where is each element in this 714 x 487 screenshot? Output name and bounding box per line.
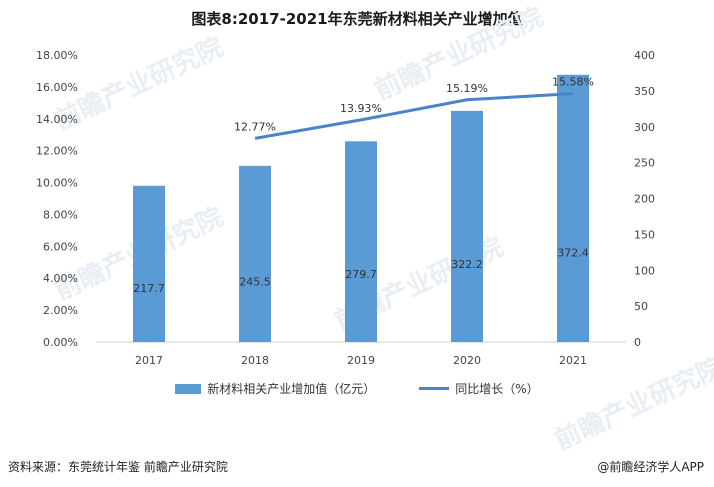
growth-line — [254, 92, 574, 140]
bar-value-label: 372.4 — [557, 246, 589, 259]
bar — [345, 141, 377, 342]
legend: 新材料相关产业增加值（亿元） 同比增长（%） — [0, 380, 714, 397]
watermark-4: 前瞻产业研究院 — [550, 351, 714, 456]
legend-line-label: 同比增长（%） — [455, 382, 539, 396]
right-tick-label: 100 — [634, 264, 655, 277]
right-tick-label: 350 — [634, 85, 655, 98]
bar — [133, 185, 165, 342]
bar — [239, 165, 271, 342]
bar-value-label: 245.5 — [239, 276, 271, 289]
left-tick-label: 0.00% — [43, 336, 78, 349]
right-tick-label: 150 — [634, 228, 655, 241]
left-tick-label: 4.00% — [43, 272, 78, 285]
left-tick-label: 16.00% — [36, 81, 78, 94]
legend-bar-label: 新材料相关产业增加值（亿元） — [207, 382, 376, 396]
x-tick-label: 2021 — [559, 354, 587, 367]
right-tick-label: 200 — [634, 193, 655, 206]
brand-credit: @前瞻经济学人APP — [597, 460, 704, 474]
right-tick-label: 300 — [634, 121, 655, 134]
left-tick-label: 14.00% — [36, 113, 78, 126]
left-tick-label: 8.00% — [43, 208, 78, 221]
bar — [557, 74, 589, 342]
right-tick-label: 250 — [634, 157, 655, 170]
legend-item-line: 同比增长（%） — [419, 380, 539, 397]
source-note: 资料来源：东莞统计年鉴 前瞻产业研究院 — [8, 460, 228, 474]
x-tick-label: 2018 — [241, 354, 269, 367]
x-tick-label: 2020 — [453, 354, 481, 367]
legend-line-swatch — [419, 387, 450, 390]
line-value-label: 15.19% — [446, 82, 488, 95]
left-tick-label: 12.00% — [36, 145, 78, 158]
line-value-label: 15.58% — [552, 76, 594, 89]
line-value-label: 13.93% — [340, 102, 382, 115]
legend-item-bar: 新材料相关产业增加值（亿元） — [175, 380, 375, 397]
left-tick-label: 6.00% — [43, 240, 78, 253]
left-tick-label: 18.00% — [36, 49, 78, 62]
legend-bar-swatch — [175, 383, 202, 394]
left-tick-label: 2.00% — [43, 304, 78, 317]
bar-value-label: 279.7 — [345, 268, 377, 281]
chart-title: 图表8:2017-2021年东莞新材料相关产业增加值 — [191, 10, 523, 28]
right-tick-label: 0 — [634, 336, 641, 349]
x-tick-label: 2019 — [347, 354, 375, 367]
x-tick-label: 2017 — [135, 354, 163, 367]
bar — [451, 110, 483, 342]
left-tick-label: 10.00% — [36, 177, 78, 190]
right-tick-label: 50 — [634, 300, 648, 313]
bar-value-label: 322.2 — [451, 258, 483, 271]
bar-value-label: 217.7 — [133, 282, 165, 295]
line-value-label: 12.77% — [234, 120, 276, 133]
right-tick-label: 400 — [634, 49, 655, 62]
